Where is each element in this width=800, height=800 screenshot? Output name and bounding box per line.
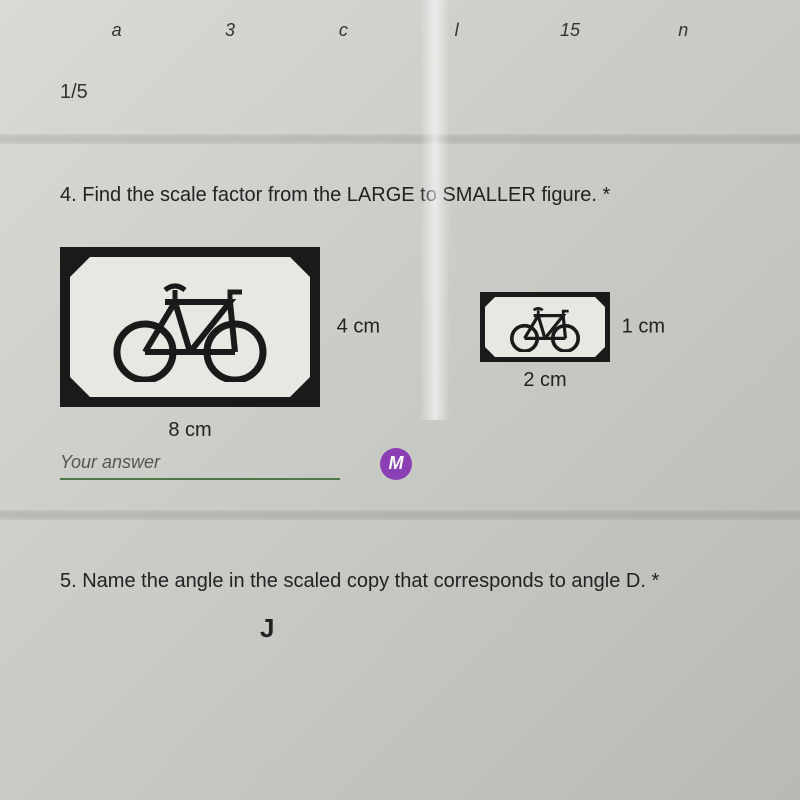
bicycle-icon-small bbox=[500, 302, 590, 352]
large-width-label: 8 cm bbox=[168, 419, 211, 442]
var-l: l bbox=[400, 20, 513, 41]
var-a: a bbox=[60, 20, 173, 41]
bicycle-icon-large bbox=[100, 272, 280, 382]
question-4-text: 4. Find the scale factor from the LARGE … bbox=[60, 184, 740, 207]
corner-br-s bbox=[595, 347, 605, 357]
section-divider-2 bbox=[0, 510, 800, 520]
corner-tr bbox=[290, 257, 310, 277]
corner-bl bbox=[70, 377, 90, 397]
badge-icon[interactable]: M bbox=[380, 448, 412, 480]
top-variable-row: a 3 c l 15 n bbox=[0, 0, 800, 51]
var-15: 15 bbox=[513, 20, 626, 41]
answer-row: M bbox=[60, 447, 740, 480]
section-divider bbox=[0, 134, 800, 144]
corner-tr-s bbox=[595, 297, 605, 307]
large-figure-container: 4 cm 8 cm bbox=[60, 247, 320, 407]
question-4-card: 4. Find the scale factor from the LARGE … bbox=[0, 164, 800, 500]
figures-row: 4 cm 8 cm bbox=[60, 247, 740, 407]
corner-br bbox=[290, 377, 310, 397]
small-figure-container: 1 cm 2 cm bbox=[480, 292, 610, 362]
var-n: n bbox=[627, 20, 740, 41]
large-height-label: 4 cm bbox=[337, 316, 380, 339]
var-c: c bbox=[287, 20, 400, 41]
corner-tl bbox=[70, 257, 90, 277]
answer-input[interactable] bbox=[60, 447, 340, 480]
corner-tl-s bbox=[485, 297, 495, 307]
small-width-label: 2 cm bbox=[523, 369, 566, 392]
var-3: 3 bbox=[173, 20, 286, 41]
page-counter: 1/5 bbox=[0, 51, 800, 124]
corner-bl-s bbox=[485, 347, 495, 357]
small-frame bbox=[480, 292, 610, 362]
large-frame bbox=[60, 247, 320, 407]
question-5-text: 5. Name the angle in the scaled copy tha… bbox=[0, 540, 800, 613]
bottom-j-text: J bbox=[0, 613, 800, 644]
small-height-label: 1 cm bbox=[622, 316, 665, 339]
